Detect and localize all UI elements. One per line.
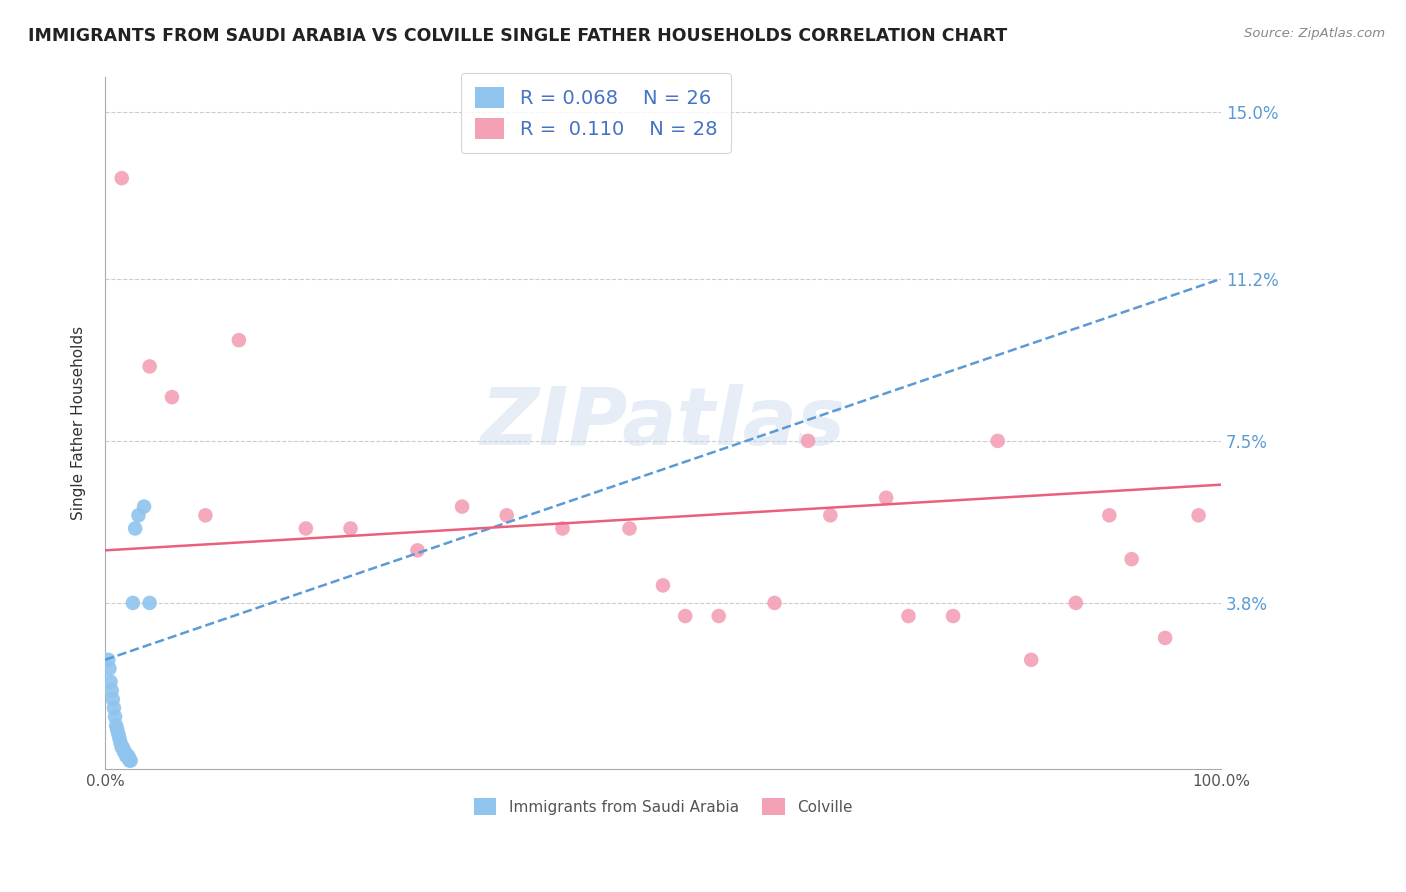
Point [98,662,121,676]
Point [987,434,1010,448]
Point [1121,552,1143,566]
Point [117,749,139,764]
Point [1098,508,1121,523]
Point [105,723,128,737]
Point [1154,631,1177,645]
Point [942,609,965,624]
Point [138,596,160,610]
Point [104,710,127,724]
Y-axis label: Single Father Households: Single Father Households [72,326,86,520]
Point [103,701,125,715]
Point [406,543,429,558]
Point [101,692,124,706]
Point [707,609,730,624]
Point [115,749,138,764]
Point [451,500,474,514]
Point [619,521,641,535]
Point [132,500,155,514]
Point [160,390,183,404]
Point [652,578,675,592]
Point [100,674,122,689]
Point [111,740,134,755]
Point [111,740,134,755]
Point [111,171,134,186]
Point [194,508,217,523]
Point [127,508,149,523]
Point [107,727,129,741]
Text: ZIPatlas: ZIPatlas [481,384,845,462]
Point [100,683,122,698]
Point [117,749,139,764]
Point [97,653,120,667]
Text: IMMIGRANTS FROM SAUDI ARABIA VS COLVILLE SINGLE FATHER HOUSEHOLDS CORRELATION CH: IMMIGRANTS FROM SAUDI ARABIA VS COLVILLE… [28,27,1007,45]
Point [108,731,131,746]
Point [124,521,146,535]
Point [763,596,786,610]
Point [875,491,897,505]
Point [122,596,145,610]
Text: Source: ZipAtlas.com: Source: ZipAtlas.com [1244,27,1385,40]
Point [797,434,820,448]
Point [110,736,132,750]
Point [295,521,318,535]
Point [1064,596,1087,610]
Point [673,609,696,624]
Point [118,754,141,768]
Point [551,521,574,535]
Legend: Immigrants from Saudi Arabia, Colville: Immigrants from Saudi Arabia, Colville [464,789,862,824]
Point [138,359,160,374]
Point [339,521,361,535]
Point [1187,508,1209,523]
Point [120,754,142,768]
Point [228,333,250,347]
Point [112,745,135,759]
Point [114,745,136,759]
Point [820,508,842,523]
Point [105,718,128,732]
Point [495,508,517,523]
Point [1019,653,1042,667]
Point [897,609,920,624]
